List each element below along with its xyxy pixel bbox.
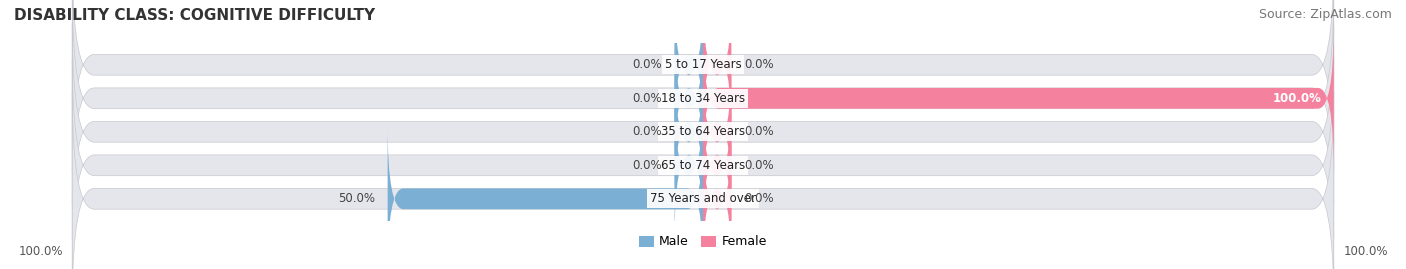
Text: 5 to 17 Years: 5 to 17 Years [665,58,741,71]
FancyBboxPatch shape [675,0,703,138]
Text: 35 to 64 Years: 35 to 64 Years [661,125,745,138]
FancyBboxPatch shape [72,92,1334,269]
Text: 65 to 74 Years: 65 to 74 Years [661,159,745,172]
FancyBboxPatch shape [703,25,1334,172]
FancyBboxPatch shape [675,25,703,172]
Text: 18 to 34 Years: 18 to 34 Years [661,92,745,105]
FancyBboxPatch shape [72,0,1334,172]
FancyBboxPatch shape [703,58,731,205]
Text: 0.0%: 0.0% [744,159,773,172]
FancyBboxPatch shape [703,0,731,138]
Text: 0.0%: 0.0% [744,125,773,138]
Text: 50.0%: 50.0% [337,192,375,205]
Text: 0.0%: 0.0% [744,192,773,205]
Text: 0.0%: 0.0% [633,92,662,105]
FancyBboxPatch shape [675,92,703,239]
FancyBboxPatch shape [72,25,1334,239]
FancyBboxPatch shape [703,92,731,239]
Text: 100.0%: 100.0% [1343,245,1388,258]
FancyBboxPatch shape [72,0,1334,205]
Text: 0.0%: 0.0% [744,58,773,71]
Text: 0.0%: 0.0% [633,125,662,138]
Text: 0.0%: 0.0% [633,58,662,71]
Text: 75 Years and over: 75 Years and over [650,192,756,205]
FancyBboxPatch shape [72,58,1334,269]
Text: 0.0%: 0.0% [633,159,662,172]
Text: 100.0%: 100.0% [1272,92,1322,105]
Legend: Male, Female: Male, Female [634,230,772,253]
Text: 100.0%: 100.0% [18,245,63,258]
FancyBboxPatch shape [703,125,731,269]
FancyBboxPatch shape [388,125,703,269]
Text: Source: ZipAtlas.com: Source: ZipAtlas.com [1258,8,1392,21]
FancyBboxPatch shape [675,58,703,205]
Text: DISABILITY CLASS: COGNITIVE DIFFICULTY: DISABILITY CLASS: COGNITIVE DIFFICULTY [14,8,375,23]
